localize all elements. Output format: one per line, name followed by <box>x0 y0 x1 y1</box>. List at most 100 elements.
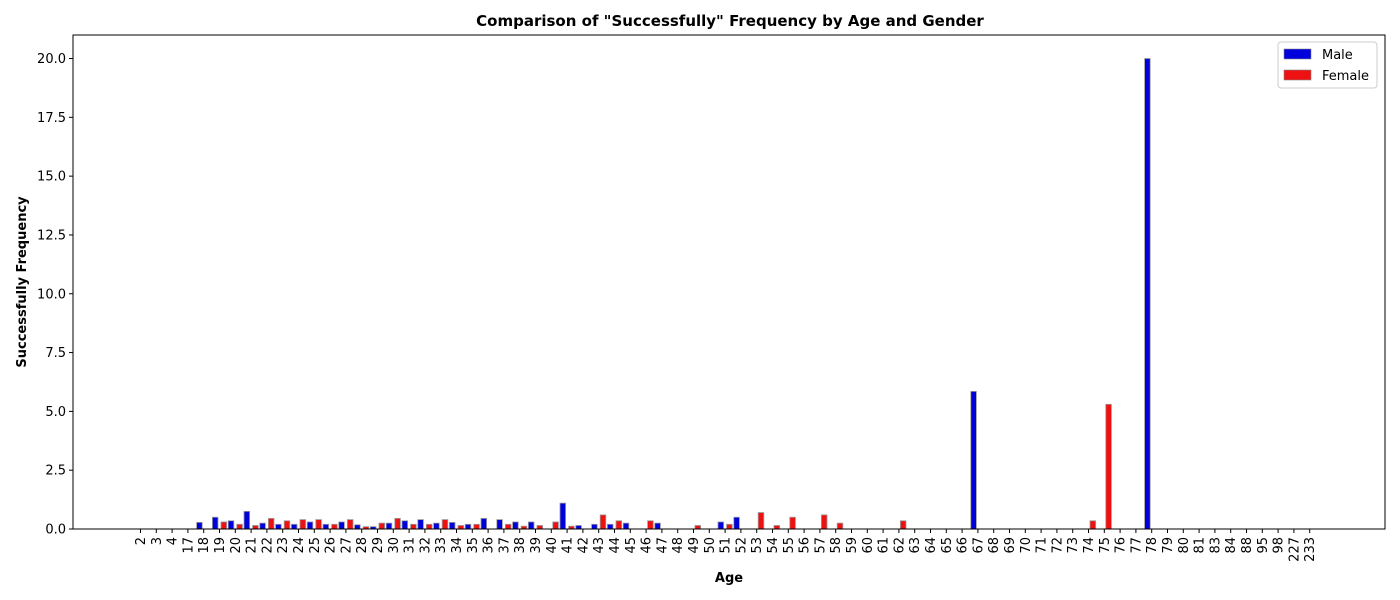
x-tick-label: 32 <box>418 537 433 554</box>
x-tick-label: 36 <box>482 537 497 554</box>
x-tick-label: 27 <box>339 537 354 554</box>
legend-swatch-male <box>1283 48 1312 60</box>
x-tick-label: 66 <box>956 537 971 554</box>
x-tick-label: 63 <box>908 537 923 554</box>
bar-male-26 <box>322 523 329 530</box>
x-tick-label: 73 <box>1066 537 1081 554</box>
bar-male-30 <box>385 522 393 530</box>
x-axis-label: Age <box>715 571 743 586</box>
bar-female-27 <box>346 519 354 530</box>
bar-female-33 <box>441 519 449 530</box>
y-tick-label: 20.0 <box>37 52 66 67</box>
y-tick-label: 5.0 <box>45 405 66 420</box>
x-tick-label: 31 <box>403 537 418 554</box>
x-tick-label: 21 <box>245 537 260 554</box>
bar-female-43 <box>599 514 607 530</box>
x-tick-label: 81 <box>1193 537 1208 554</box>
bar-female-25 <box>315 519 322 530</box>
bar-male-44 <box>607 523 614 530</box>
x-tick-label: 18 <box>197 537 212 554</box>
x-tick-label: 77 <box>1129 537 1144 554</box>
bar-male-27 <box>338 521 345 530</box>
bar-male-18 <box>196 522 203 530</box>
x-tick-label: 53 <box>750 537 765 554</box>
x-tick-label: 19 <box>213 537 228 554</box>
bar-female-62 <box>900 520 907 530</box>
x-tick-label: 88 <box>1240 537 1255 554</box>
x-tick-label: 60 <box>861 537 876 554</box>
x-tick-label: 227 <box>1287 537 1302 562</box>
bar-female-46 <box>647 520 654 530</box>
y-tick-label: 10.0 <box>37 287 66 302</box>
x-tick-label: 62 <box>892 537 907 554</box>
x-tick-label: 56 <box>798 537 813 554</box>
bar-male-32 <box>417 519 424 530</box>
x-tick-label: 69 <box>1003 537 1018 554</box>
plot-frame <box>72 34 1386 530</box>
bar-male-31 <box>401 520 408 530</box>
bar-male-25 <box>306 521 314 530</box>
bar-male-34 <box>448 522 456 530</box>
bar-male-23 <box>275 523 282 530</box>
x-tick-label: 47 <box>655 537 670 554</box>
legend-label-male: Male <box>1322 48 1353 63</box>
bar-male-20 <box>227 520 235 530</box>
bar-female-19 <box>220 521 227 530</box>
x-tick-label: 64 <box>924 537 939 554</box>
bar-male-42 <box>575 525 582 530</box>
x-tick-label: 55 <box>782 537 797 554</box>
bar-female-55 <box>789 516 796 530</box>
bar-female-34 <box>457 525 464 530</box>
bar-female-37 <box>504 523 512 530</box>
bar-male-67 <box>970 390 977 530</box>
bar-male-38 <box>512 521 519 530</box>
x-tick-label: 29 <box>371 537 386 554</box>
bar-male-21 <box>243 510 250 530</box>
x-tick-label: 41 <box>561 537 576 554</box>
x-tick-label: 78 <box>1145 537 1160 554</box>
x-tick-label: 28 <box>355 537 370 554</box>
x-tick-label: 58 <box>829 537 844 554</box>
x-axis: 2 3 4 17 18 19 20 21 22 23 24 25 26 27 28 29 30 31 32 33 34 3… <box>134 529 1318 562</box>
x-tick-label: 65 <box>940 537 955 554</box>
y-axis: 0.0 2.5 5.0 7.5 10.0 12.5 15.0 17.5 20.0 <box>37 52 73 538</box>
x-tick-label: 37 <box>497 537 512 554</box>
x-tick-label: 25 <box>308 537 323 554</box>
x-tick-label: 75 <box>1098 537 1113 554</box>
bar-male-19 <box>211 516 219 530</box>
bar-female-26 <box>331 523 338 530</box>
bar-female-20 <box>236 523 243 530</box>
bar-female-35 <box>473 523 480 530</box>
bar-male-24 <box>290 523 298 530</box>
x-tick-label: 2 <box>134 537 149 545</box>
bar-female-39 <box>536 525 543 530</box>
x-tick-label: 23 <box>276 537 291 554</box>
y-axis-label: Successfully Frequency <box>15 196 30 368</box>
y-tick-label: 0.0 <box>45 523 66 538</box>
x-tick-label: 3 <box>150 537 165 545</box>
bar-female-30 <box>394 518 401 530</box>
x-tick-label: 83 <box>1208 537 1223 554</box>
y-tick-label: 15.0 <box>37 170 66 185</box>
bar-male-37 <box>496 519 503 530</box>
bar-female-24 <box>299 519 306 530</box>
plot-area <box>196 58 1151 530</box>
bar-male-45 <box>622 522 630 530</box>
bar-male-36 <box>480 518 487 530</box>
x-tick-label: 98 <box>1272 537 1287 554</box>
x-tick-label: 38 <box>513 537 528 554</box>
x-tick-label: 46 <box>640 537 655 554</box>
y-tick-label: 17.5 <box>37 111 66 126</box>
x-tick-label: 44 <box>608 537 623 554</box>
bar-female-75 <box>1105 403 1112 530</box>
bar-female-21 <box>252 525 259 530</box>
bar-female-74 <box>1089 520 1096 530</box>
bar-male-33 <box>433 522 440 530</box>
bar-female-49 <box>694 525 701 530</box>
bar-male-35 <box>464 523 472 530</box>
bar-male-28 <box>354 524 361 530</box>
bar-male-22 <box>259 522 266 530</box>
bar-female-58 <box>836 522 844 530</box>
bar-female-54 <box>773 525 780 530</box>
